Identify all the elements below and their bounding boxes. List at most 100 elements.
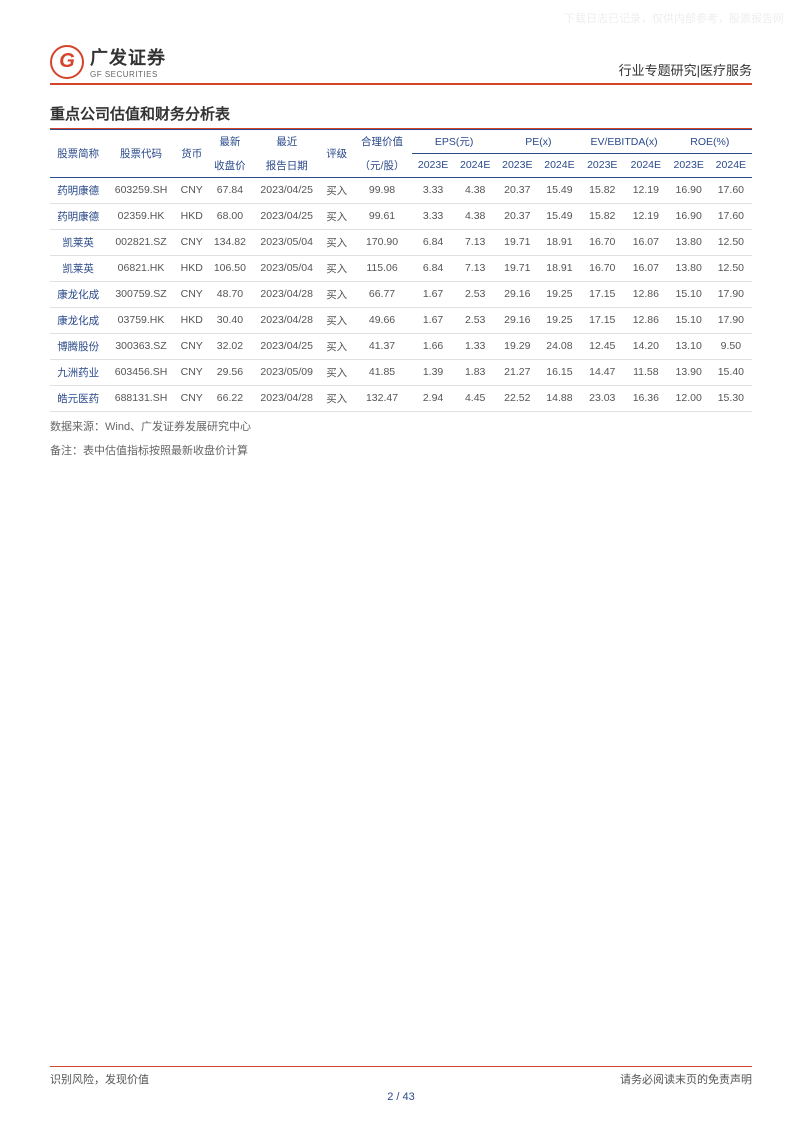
page-header: G 广发证券 GF SECURITIES 行业专题研究|医疗服务 — [50, 44, 752, 85]
cell-code: 03759.HK — [106, 307, 175, 333]
cell-eps24: 2.53 — [454, 281, 496, 307]
cell-fv: 99.98 — [352, 177, 412, 203]
cell-ev23: 17.15 — [580, 307, 624, 333]
cell-code: 603456.SH — [106, 359, 175, 385]
cell-price: 134.82 — [208, 229, 252, 255]
cell-ev23: 23.03 — [580, 385, 624, 411]
cell-date: 2023/05/04 — [252, 229, 321, 255]
cell-fv: 170.90 — [352, 229, 412, 255]
cell-roe23: 13.80 — [668, 229, 710, 255]
cell-date: 2023/05/04 — [252, 255, 321, 281]
logo-text-cn: 广发证券 — [90, 44, 166, 70]
cell-fv: 115.06 — [352, 255, 412, 281]
cell-price: 29.56 — [208, 359, 252, 385]
cell-name: 药明康德 — [50, 177, 106, 203]
cell-ccy: HKD — [176, 203, 208, 229]
cell-roe23: 13.90 — [668, 359, 710, 385]
cell-ev24: 12.19 — [624, 177, 668, 203]
footer-line: 识别风险，发现价值 请务必阅读末页的免责声明 — [50, 1066, 752, 1087]
cell-fv: 41.85 — [352, 359, 412, 385]
cell-ev24: 12.86 — [624, 281, 668, 307]
cell-eps24: 1.83 — [454, 359, 496, 385]
cell-code: 002821.SZ — [106, 229, 175, 255]
cell-ccy: CNY — [176, 229, 208, 255]
cell-roe23: 15.10 — [668, 281, 710, 307]
cell-price: 106.50 — [208, 255, 252, 281]
col-eps-group: EPS(元) — [412, 130, 496, 154]
cell-pe24: 15.49 — [538, 177, 580, 203]
cell-ev24: 12.86 — [624, 307, 668, 333]
cell-roe24: 17.90 — [710, 307, 752, 333]
valuation-table: 股票简称 股票代码 货币 最新 最近 评级 合理价值 EPS(元) PE(x) … — [50, 129, 752, 412]
source-label: 数据来源： — [50, 421, 105, 433]
page-footer: 识别风险，发现价值 请务必阅读末页的免责声明 2 / 43 — [50, 1066, 752, 1103]
page-content: G 广发证券 GF SECURITIES 行业专题研究|医疗服务 重点公司估值和… — [0, 0, 802, 491]
cell-name: 凯莱英 — [50, 229, 106, 255]
cell-price: 48.70 — [208, 281, 252, 307]
table-row: 皓元医药688131.SHCNY66.222023/04/28买入132.472… — [50, 385, 752, 411]
cell-name: 九洲药业 — [50, 359, 106, 385]
table-row: 凯莱英06821.HKHKD106.502023/05/04买入115.066.… — [50, 255, 752, 281]
cell-code: 300363.SZ — [106, 333, 175, 359]
logo-block: G 广发证券 GF SECURITIES — [50, 44, 166, 79]
note-label: 备注： — [50, 445, 83, 457]
col-ev-2023e: 2023E — [580, 154, 624, 178]
page-total: 43 — [403, 1091, 415, 1103]
cell-roe23: 16.90 — [668, 177, 710, 203]
cell-ev24: 16.07 — [624, 229, 668, 255]
cell-eps23: 6.84 — [412, 255, 454, 281]
cell-pe24: 15.49 — [538, 203, 580, 229]
cell-ccy: HKD — [176, 307, 208, 333]
col-roe-2023e: 2023E — [668, 154, 710, 178]
cell-ccy: HKD — [176, 255, 208, 281]
header-category-sub: 医疗服务 — [700, 63, 752, 78]
cell-date: 2023/04/28 — [252, 307, 321, 333]
cell-rating: 买入 — [321, 359, 352, 385]
col-stock-code: 股票代码 — [106, 130, 175, 178]
cell-ev23: 12.45 — [580, 333, 624, 359]
col-evebitda-group: EV/EBITDA(x) — [580, 130, 667, 154]
cell-roe24: 12.50 — [710, 229, 752, 255]
col-roe-group: ROE(%) — [668, 130, 752, 154]
table-row: 康龙化成300759.SZCNY48.702023/04/28买入66.771.… — [50, 281, 752, 307]
cell-rating: 买入 — [321, 255, 352, 281]
cell-ev23: 16.70 — [580, 255, 624, 281]
col-roe-2024e: 2024E — [710, 154, 752, 178]
cell-price: 30.40 — [208, 307, 252, 333]
footer-right: 请务必阅读末页的免责声明 — [620, 1071, 752, 1087]
cell-eps24: 2.53 — [454, 307, 496, 333]
cell-fv: 132.47 — [352, 385, 412, 411]
cell-ev23: 16.70 — [580, 229, 624, 255]
col-fair-value: 合理价值 — [352, 130, 412, 154]
logo-icon: G — [50, 45, 84, 79]
cell-pe23: 19.29 — [496, 333, 538, 359]
cell-rating: 买入 — [321, 203, 352, 229]
cell-pe24: 19.25 — [538, 307, 580, 333]
cell-rating: 买入 — [321, 281, 352, 307]
cell-pe24: 18.91 — [538, 255, 580, 281]
footnote-remark: 备注：表中估值指标按照最新收盘价计算 — [50, 442, 752, 461]
watermark-text: 下载日志已记录，仅供内部参考，股票报告网 — [564, 10, 784, 26]
cell-ev24: 12.19 — [624, 203, 668, 229]
col-fv-unit: （元/股） — [352, 154, 412, 178]
cell-fv: 66.77 — [352, 281, 412, 307]
cell-pe23: 29.16 — [496, 307, 538, 333]
footer-left: 识别风险，发现价值 — [50, 1071, 149, 1087]
cell-pe23: 20.37 — [496, 177, 538, 203]
note-text: 表中估值指标按照最新收盘价计算 — [83, 445, 248, 457]
cell-price: 68.00 — [208, 203, 252, 229]
cell-roe23: 13.80 — [668, 255, 710, 281]
cell-roe24: 12.50 — [710, 255, 752, 281]
cell-name: 博腾股份 — [50, 333, 106, 359]
cell-eps24: 4.38 — [454, 203, 496, 229]
cell-date: 2023/04/25 — [252, 177, 321, 203]
cell-pe24: 18.91 — [538, 229, 580, 255]
cell-ccy: CNY — [176, 281, 208, 307]
cell-roe24: 15.40 — [710, 359, 752, 385]
page-sep: / — [393, 1091, 402, 1103]
cell-pe23: 19.71 — [496, 229, 538, 255]
cell-pe23: 21.27 — [496, 359, 538, 385]
cell-ev23: 14.47 — [580, 359, 624, 385]
table-row: 博腾股份300363.SZCNY32.022023/04/25买入41.371.… — [50, 333, 752, 359]
cell-rating: 买入 — [321, 333, 352, 359]
